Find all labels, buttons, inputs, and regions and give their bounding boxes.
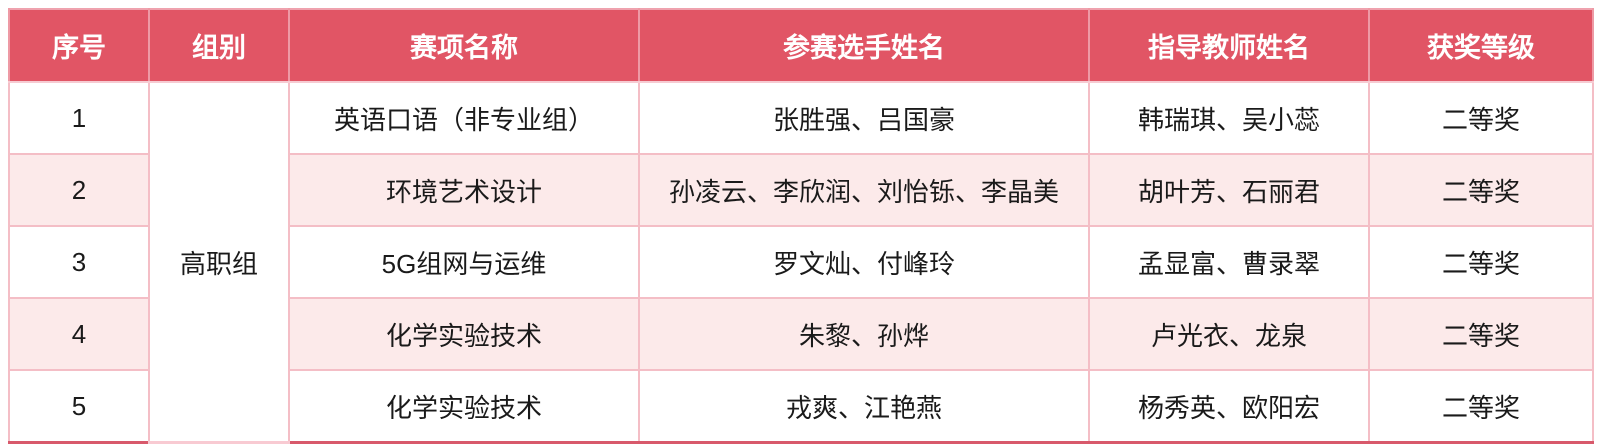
col-header-teachers: 指导教师姓名	[1088, 9, 1370, 83]
cell-teachers: 韩瑞琪、吴小蕊	[1088, 81, 1370, 155]
cell-index: 5	[8, 369, 150, 444]
col-header-event: 赛项名称	[288, 9, 640, 83]
awards-page: 序号 组别 赛项名称 参赛选手姓名 指导教师姓名 获奖等级 1 高职组 英语口语…	[8, 8, 1594, 444]
cell-index: 4	[8, 297, 150, 371]
table-row: 1 高职组 英语口语（非专业组） 张胜强、吕国豪 韩瑞琪、吴小蕊 二等奖	[8, 81, 1594, 444]
cell-index: 1	[8, 81, 150, 155]
col-header-index: 序号	[8, 9, 150, 83]
table-row: 3 5G组网与运维 罗文灿、付峰玲 孟显富、曹录翠 二等奖	[8, 225, 1594, 299]
cell-contestants: 张胜强、吕国豪	[638, 81, 1090, 155]
table-row: 5 化学实验技术 戎爽、江艳燕 杨秀英、欧阳宏 二等奖	[8, 369, 1594, 444]
cell-index: 3	[8, 225, 150, 299]
cell-event: 英语口语（非专业组）	[288, 81, 640, 155]
cell-award: 二等奖	[1368, 225, 1594, 299]
cell-group: 高职组	[148, 81, 290, 444]
cell-event: 化学实验技术	[288, 297, 640, 371]
cell-event: 化学实验技术	[288, 369, 640, 444]
cell-teachers: 杨秀英、欧阳宏	[1088, 369, 1370, 444]
col-header-award: 获奖等级	[1368, 9, 1594, 83]
cell-award: 二等奖	[1368, 81, 1594, 155]
cell-award: 二等奖	[1368, 153, 1594, 227]
awards-table: 序号 组别 赛项名称 参赛选手姓名 指导教师姓名 获奖等级 1 高职组 英语口语…	[8, 8, 1594, 444]
cell-teachers: 卢光衣、龙泉	[1088, 297, 1370, 371]
col-header-contestants: 参赛选手姓名	[638, 9, 1090, 83]
table-row: 2 环境艺术设计 孙凌云、李欣润、刘怡铄、李晶美 胡叶芳、石丽君 二等奖	[8, 153, 1594, 227]
col-header-group: 组别	[148, 9, 290, 83]
cell-event: 5G组网与运维	[288, 225, 640, 299]
cell-contestants: 孙凌云、李欣润、刘怡铄、李晶美	[638, 153, 1090, 227]
cell-teachers: 孟显富、曹录翠	[1088, 225, 1370, 299]
header-row: 序号 组别 赛项名称 参赛选手姓名 指导教师姓名 获奖等级	[8, 9, 1594, 83]
table-row: 4 化学实验技术 朱黎、孙烨 卢光衣、龙泉 二等奖	[8, 297, 1594, 371]
cell-contestants: 罗文灿、付峰玲	[638, 225, 1090, 299]
cell-contestants: 朱黎、孙烨	[638, 297, 1090, 371]
cell-index: 2	[8, 153, 150, 227]
cell-event: 环境艺术设计	[288, 153, 640, 227]
cell-award: 二等奖	[1368, 369, 1594, 444]
cell-award: 二等奖	[1368, 297, 1594, 371]
cell-teachers: 胡叶芳、石丽君	[1088, 153, 1370, 227]
